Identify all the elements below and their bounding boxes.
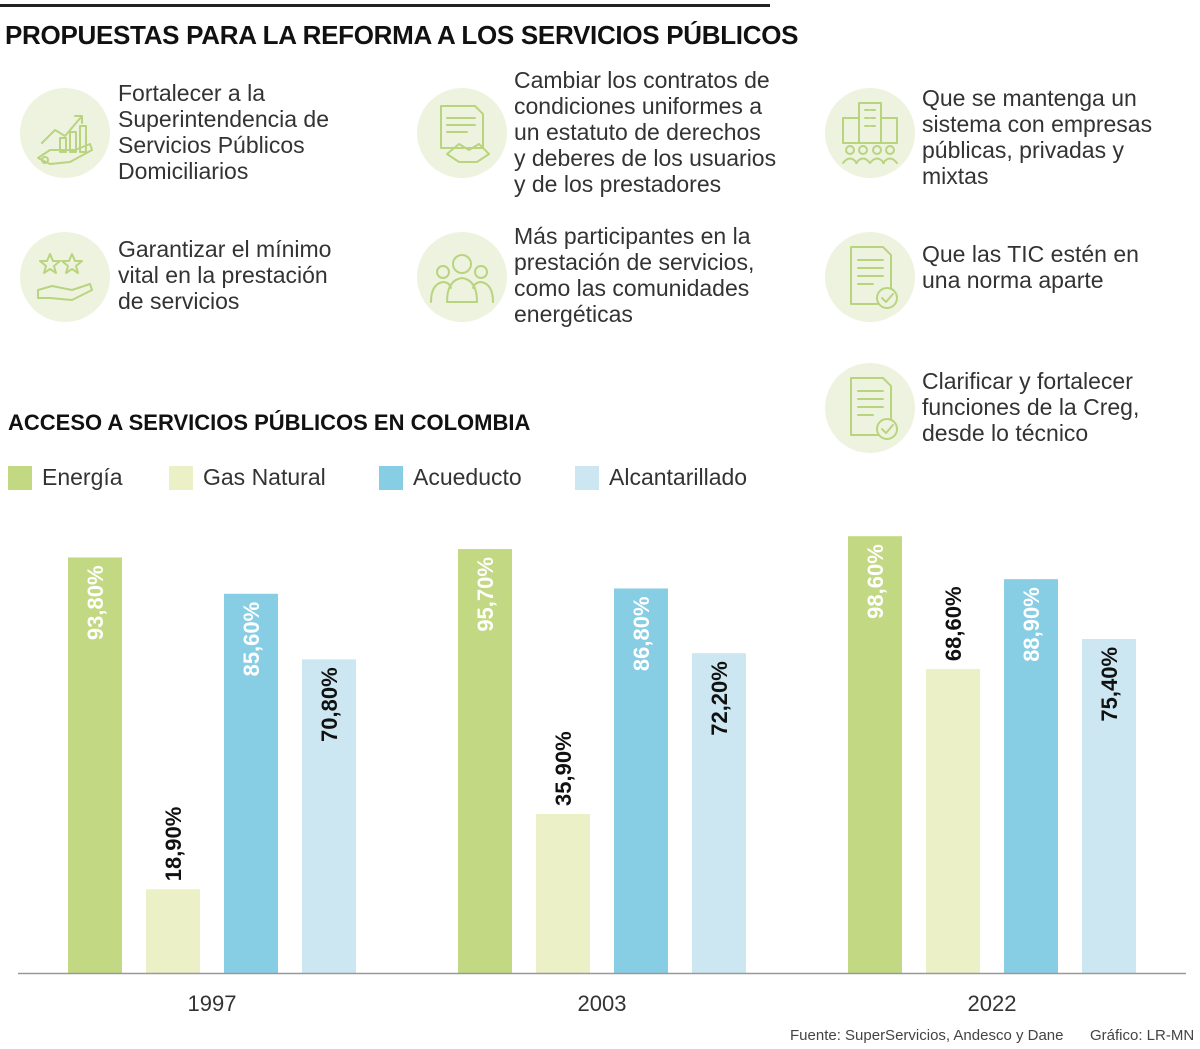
credit-note: Gráfico: LR-MN xyxy=(1090,1027,1195,1044)
proposal-text: Fortalecer a la Superintendencia de Serv… xyxy=(118,80,329,184)
data-label: 18,90% xyxy=(161,807,186,882)
bar-alcantarillado-2022 xyxy=(1082,638,1136,973)
legend-swatch xyxy=(169,465,193,490)
bar-energía-2003 xyxy=(458,549,512,973)
building-people-icon xyxy=(825,88,915,178)
x-tick-label: 2003 xyxy=(578,991,627,1016)
legend-item-energia: Energía xyxy=(8,464,123,491)
legend-label: Gas Natural xyxy=(203,464,326,490)
x-tick-label: 2022 xyxy=(968,991,1017,1016)
chart-title: ACCESO A SERVICIOS PÚBLICOS EN COLOMBIA xyxy=(8,410,531,435)
x-tick-label: 1997 xyxy=(188,991,237,1016)
data-label: 93,80% xyxy=(83,565,108,640)
stars-hand-icon xyxy=(20,232,110,322)
bar-gas-natural-2022 xyxy=(926,669,980,973)
proposal-text: Cambiar los contratos de condiciones uni… xyxy=(514,67,777,197)
legend-swatch xyxy=(8,465,32,490)
data-label: 86,80% xyxy=(629,596,654,671)
bar-alcantarillado-2003 xyxy=(692,653,746,973)
bar-gas-natural-1997 xyxy=(146,889,200,973)
bar-energía-2022 xyxy=(848,536,902,973)
proposal-text: Que las TIC estén en una norma aparte xyxy=(922,241,1139,293)
legend-label: Alcantarillado xyxy=(609,464,748,490)
bar-acueducto-2022 xyxy=(1004,579,1058,973)
proposal-text: Clarificar y fortalecer funciones de la … xyxy=(922,368,1140,446)
contract-handshake-icon xyxy=(417,88,507,178)
bar-energía-1997 xyxy=(68,557,122,973)
data-label: 70,80% xyxy=(317,667,342,742)
legend-item-gas-natural: Gas Natural xyxy=(169,464,326,491)
page-title: PROPUESTAS PARA LA REFORMA A LOS SERVICI… xyxy=(5,20,799,50)
source-note: Fuente: SuperServicios, Andesco y Dane xyxy=(790,1027,1064,1044)
top-rule xyxy=(0,4,770,7)
data-label: 85,60% xyxy=(239,602,264,677)
proposal-text: Que se mantenga un sistema con empresas … xyxy=(922,85,1153,189)
data-label: 88,90% xyxy=(1019,587,1044,662)
legend-label: Energía xyxy=(42,464,123,490)
bar-alcantarillado-1997 xyxy=(302,659,356,973)
data-label: 95,70% xyxy=(473,557,498,632)
community-people-icon xyxy=(417,232,507,322)
proposal-text: Garantizar el mínimo vital en la prestac… xyxy=(118,236,332,314)
data-label: 72,20% xyxy=(707,661,732,736)
data-label: 98,60% xyxy=(863,544,888,619)
document-check-icon xyxy=(825,363,915,453)
legend-swatch xyxy=(575,465,599,490)
growth-chart-hand-icon xyxy=(20,88,110,178)
document-check-icon xyxy=(825,232,915,322)
legend-item-alcantarillado: Alcantarillado xyxy=(575,464,747,491)
bar-gas-natural-2003 xyxy=(536,813,590,973)
bar-acueducto-2003 xyxy=(614,588,668,973)
bar-acueducto-1997 xyxy=(224,593,278,973)
proposal-text: Más participantes en la prestación de se… xyxy=(514,223,755,327)
legend-swatch xyxy=(379,465,403,490)
legend-item-acueducto: Acueducto xyxy=(379,464,522,491)
data-label: 68,60% xyxy=(941,586,966,661)
bar-chart: 93,80% 18,90% 85,60% 70,80% 1997 95,70% 35,90%… xyxy=(18,536,1186,1016)
data-label: 75,40% xyxy=(1097,647,1122,722)
legend-label: Acueducto xyxy=(413,464,522,490)
data-label: 35,90% xyxy=(551,731,576,806)
